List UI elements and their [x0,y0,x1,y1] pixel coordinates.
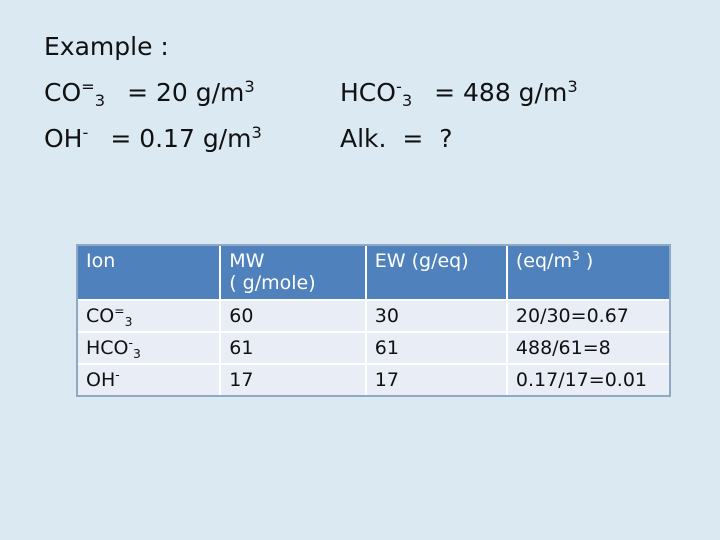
cell-eq: 0.17/17=0.01 [506,363,669,395]
cell-eq: 20/30=0.67 [506,299,669,332]
cell-ew: 30 [365,299,508,332]
cell-ion: OH- [78,363,222,395]
table-row: HCO-3 61 61 488/61=8 [78,331,669,364]
header-mw: MW ( g/mole) [220,246,367,300]
oh-concentration: OH- = 0.17 g/m3 [44,123,262,153]
table-row: OH- 17 17 0.17/17=0.01 [78,363,669,395]
cell-ew: 17 [365,363,508,395]
header-ew: EW (g/eq) [365,246,508,300]
cell-ion: HCO-3 [78,331,222,364]
hco3-concentration: HCO-3 = 488 g/m3 [340,77,578,110]
cell-ion: CO=3 [78,299,222,332]
cell-mw: 60 [220,299,367,332]
example-title: Example : [44,32,169,61]
header-eq: (eq/m3 ) [506,246,669,300]
co3-concentration: CO=3 = 20 g/m3 [44,77,255,110]
header-ion: Ion [78,246,222,300]
table-header-row: Ion MW ( g/mole) EW (g/eq) (eq/m3 ) [78,246,669,300]
cell-mw: 61 [220,331,367,364]
table-row: CO=3 60 30 20/30=0.67 [78,299,669,332]
alkalinity-question: Alk. = ? [340,124,453,153]
ion-table: Ion MW ( g/mole) EW (g/eq) (eq/m3 ) CO=3… [76,244,671,397]
cell-eq: 488/61=8 [506,331,669,364]
cell-mw: 17 [220,363,367,395]
cell-ew: 61 [365,331,508,364]
